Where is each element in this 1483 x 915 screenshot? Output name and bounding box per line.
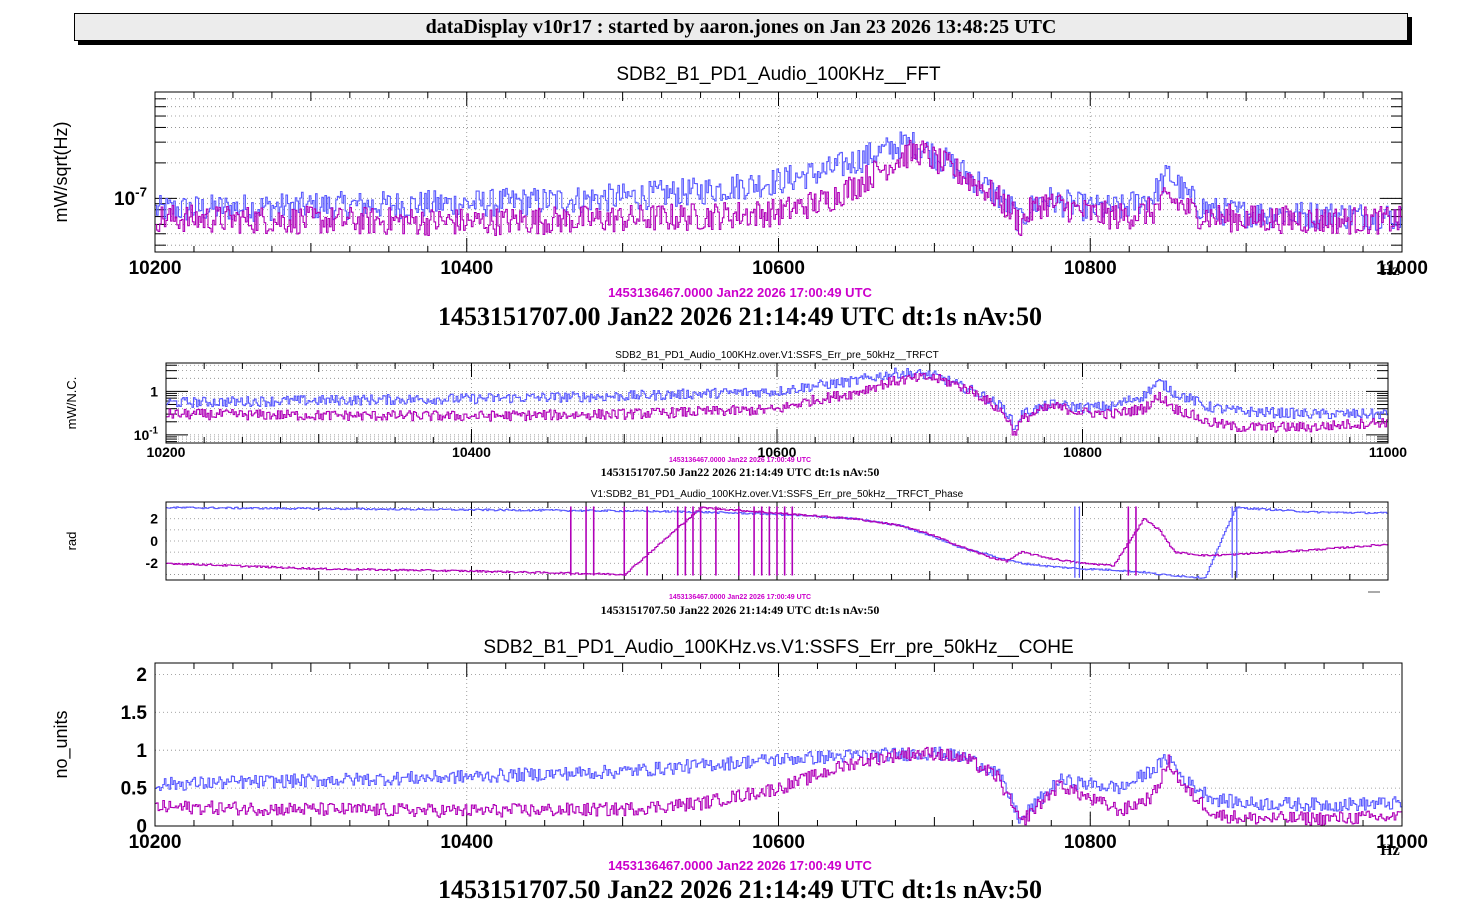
reference-time: 1453136467.0000 Jan22 2026 17:00:49 UTC: [669, 594, 811, 601]
series-group: [166, 506, 1389, 579]
series-line-magenta: [155, 746, 1403, 826]
header-title: dataDisplay v10r17 : started by aaron.jo…: [425, 15, 1057, 38]
x-axis-label: Hz: [1380, 842, 1400, 859]
chart-title: SDB2_B1_PD1_Audio_100KHz.vs.V1:SSFS_Err_…: [483, 637, 1073, 658]
y-axis-label: mW/N.C.: [64, 377, 79, 430]
header-banner: dataDisplay v10r17 : started by aaron.jo…: [74, 13, 1408, 41]
x-tick-label: 10400: [452, 444, 491, 460]
x-tick-label: 10800: [1064, 258, 1117, 279]
measurement-time: 1453151707.00 Jan22 2026 21:14:49 UTC dt…: [438, 302, 1042, 331]
x-tick-label: 10200: [129, 832, 182, 853]
plot-frame: [165, 362, 1389, 444]
y-tick-label: 2: [150, 511, 158, 527]
series-line-magenta: [166, 373, 1389, 436]
y-axis-label: no_units: [51, 710, 72, 778]
series-line-blue: [155, 746, 1403, 824]
y-axis-label: rad: [64, 532, 79, 551]
x-tick-label: 11000: [1376, 832, 1428, 853]
chart-panel-3: V1:SDB2_B1_PD1_Audio_100KHz.over.V1:SSFS…: [64, 489, 1389, 617]
x-tick-label: 10600: [758, 444, 797, 460]
x-tick-label: 10400: [440, 832, 493, 853]
y-tick-label: 1: [136, 741, 147, 762]
x-tick-label: 10600: [752, 258, 805, 279]
y-tick-label: 0: [136, 817, 147, 838]
chart-title: SDB2_B1_PD1_Audio_100KHz__FFT: [616, 64, 941, 85]
x-tick-label: 10800: [1064, 832, 1117, 853]
y-axis-label: mW/sqrt(Hz): [51, 122, 71, 223]
x-tick-label: 11000: [1369, 444, 1407, 460]
measurement-time: 1453151707.50 Jan22 2026 21:14:49 UTC dt…: [601, 465, 880, 479]
x-tick-label: 10800: [1063, 444, 1102, 460]
measurement-time: 1453151707.50 Jan22 2026 21:14:49 UTC dt…: [601, 603, 880, 617]
chart-panel-1: SDB2_B1_PD1_Audio_100KHz__FFT mW/sqrt(Hz)…: [51, 64, 1428, 331]
chart-title: V1:SDB2_B1_PD1_Audio_100KHz.over.V1:SSFS…: [591, 489, 964, 500]
y-tick-label: 10-7: [114, 184, 147, 210]
series-group: [166, 367, 1389, 436]
series-group: [155, 746, 1403, 826]
series-line-blue: [166, 367, 1389, 431]
grid: [154, 663, 1403, 827]
x-tick-label: 10600: [752, 832, 805, 853]
plot-frame: [154, 91, 1403, 253]
x-tick-label: 10200: [147, 444, 186, 460]
grid: [165, 363, 1389, 443]
plot-frame: [165, 501, 1389, 581]
y-tick-label: -2: [146, 555, 159, 571]
y-tick-label: 10-1: [134, 425, 159, 442]
y-tick-label: 0: [150, 533, 158, 549]
series-group: [155, 131, 1403, 236]
series-line-magenta: [166, 506, 1389, 576]
measurement-time: 1453151707.50 Jan22 2026 21:14:49 UTC dt…: [438, 875, 1042, 904]
reference-time: 1453136467.0000 Jan22 2026 17:00:49 UTC: [608, 285, 872, 300]
reference-time: 1453136467.0000 Jan22 2026 17:00:49 UTC: [608, 858, 872, 873]
series-line-blue: [166, 506, 1389, 579]
reference-time: 1453136467.0000 Jan22 2026 17:00:49 UTC: [669, 457, 811, 464]
x-axis-label: Hz: [1380, 262, 1400, 279]
chart-panel-2: SDB2_B1_PD1_Audio_100KHz.over.V1:SSFS_Er…: [64, 350, 1407, 479]
y-tick-label: 1: [150, 383, 158, 399]
x-tick-label: 10200: [129, 258, 182, 279]
y-tick-label: 2: [136, 665, 147, 686]
y-tick-label: 1.5: [121, 703, 148, 724]
chart-panel-4: SDB2_B1_PD1_Audio_100KHz.vs.V1:SSFS_Err_…: [51, 637, 1428, 904]
y-tick-label: 0.5: [121, 779, 148, 800]
series-line-magenta: [155, 139, 1403, 236]
chart-title: SDB2_B1_PD1_Audio_100KHz.over.V1:SSFS_Er…: [615, 350, 939, 361]
x-tick-label: 10400: [440, 258, 493, 279]
plot-frame: [154, 662, 1403, 827]
x-tick-label: 11000: [1376, 258, 1428, 279]
